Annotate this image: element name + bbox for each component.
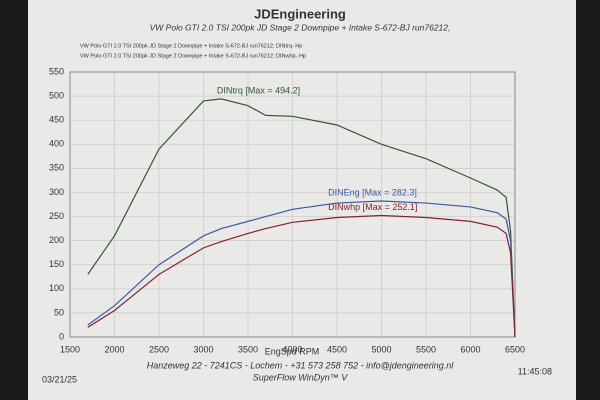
series-label: DINtrq [Max = 494.2] [217,85,300,95]
software: SuperFlow WinDyn™ V [253,372,348,382]
series-label: DINEng [Max = 282.3] [328,187,417,197]
series-label: DINwhp [Max = 252.1] [328,202,417,212]
paper [28,0,576,400]
y-tick-label: 250 [49,211,64,221]
y-tick-label: 550 [49,66,64,76]
x-tick-label: 5500 [416,344,436,354]
x-tick-label: 1500 [60,344,80,354]
y-tick-label: 400 [49,139,64,149]
y-tick-label: 500 [49,90,64,100]
series-line [87,98,516,338]
y-tick-label: 450 [49,115,64,125]
y-tick-label: 350 [49,163,64,173]
y-tick-label: 100 [49,283,64,293]
x-tick-label: 3500 [238,344,258,354]
series-line [87,214,516,338]
y-tick-label: 0 [59,331,64,341]
x-tick-label: 3000 [193,344,213,354]
plot-frame [69,71,516,338]
date: 03/21/25 [42,374,77,384]
footer: Hanzeweg 22 - 7241CS - Lochem - +31 573 … [147,360,455,370]
y-tick-label: 200 [49,235,64,245]
chart-subtitle: VW Polo GTI 2.0 TSI 200pk JD Stage 2 Dow… [150,22,451,32]
x-tick-label: 2500 [149,344,169,354]
x-tick-label: 2000 [104,344,124,354]
legend-line: VW Polo GTI 2.0 TSI 200pk JD Stage 2 Dow… [80,43,302,49]
x-axis-label: EngSpd RPM [265,346,320,356]
x-tick-label: 6000 [460,344,480,354]
time: 11:45:08 [518,366,552,376]
x-tick-label: 4000 [282,344,302,354]
series-line [87,200,516,338]
x-tick-label: 6500 [505,344,525,354]
y-tick-label: 50 [54,307,64,317]
x-tick-label: 4500 [327,344,347,354]
chart-title: JDEngineering [254,6,346,21]
legend-line: VW Polo GTI 2.0 TSI 200pk JD Stage 2 Dow… [80,53,306,59]
y-tick-label: 150 [49,259,64,269]
x-tick-label: 5000 [371,344,391,354]
y-tick-label: 300 [49,187,64,197]
